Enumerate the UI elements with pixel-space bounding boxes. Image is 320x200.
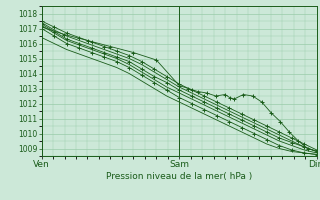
X-axis label: Pression niveau de la mer( hPa ): Pression niveau de la mer( hPa ) xyxy=(106,172,252,181)
